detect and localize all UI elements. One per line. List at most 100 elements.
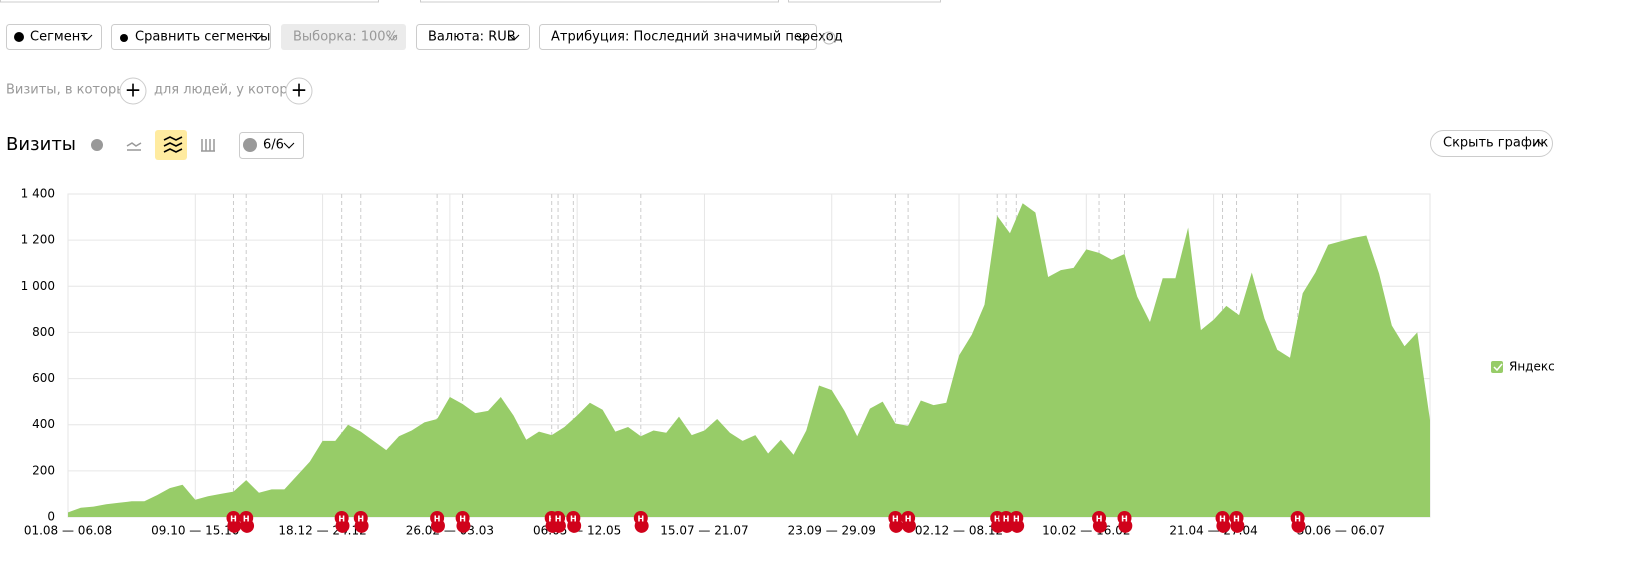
annotation-label: Н	[637, 515, 644, 524]
x-tick-label: 18.12 — 24.12	[278, 524, 366, 538]
annotation-marker	[1117, 511, 1132, 525]
bar-icon[interactable]	[201, 139, 215, 152]
line-icon[interactable]	[126, 142, 142, 151]
chevron	[81, 34, 93, 41]
button-frame	[416, 24, 530, 50]
y-tick-label: 1 000	[21, 279, 55, 293]
button-frame	[281, 24, 406, 50]
annotation-marker	[1092, 511, 1107, 525]
annotation-marker	[1215, 511, 1230, 525]
annotation-marker	[226, 511, 241, 525]
help-icon[interactable]	[822, 31, 836, 45]
notes-dropdown[interactable]: 6/6	[239, 132, 304, 159]
y-tick-label: 1 400	[21, 187, 55, 201]
annotation-marker	[1229, 511, 1244, 525]
annotation-label: Н	[459, 515, 466, 524]
chevron	[283, 142, 295, 149]
filter-label: для людей, у которых	[154, 83, 306, 98]
button-frame	[1430, 130, 1553, 157]
annotation-label: Н	[994, 515, 1001, 524]
x-tick-label: 15.07 — 21.07	[660, 524, 748, 538]
sample-button[interactable]: Выборка: 100%	[281, 24, 406, 50]
annotation-label: Н	[357, 515, 364, 524]
x-tick-label: 10.02 — 16.02	[1042, 524, 1130, 538]
filter-label: Визиты, в которых	[6, 83, 134, 98]
annotation-marker	[901, 511, 916, 525]
y-tick-label: 800	[32, 325, 55, 339]
button-label: Атрибуция: Последний значимый переход	[551, 30, 843, 45]
annotation-label: Н	[1096, 515, 1103, 524]
x-tick-label: 02.12 — 08.12	[915, 524, 1003, 538]
icon	[243, 138, 257, 152]
attribution-button[interactable]: Атрибуция: Последний значимый переход	[539, 24, 843, 50]
x-tick-label: 09.10 — 15.10	[151, 524, 239, 538]
hide-chart-button[interactable]: Скрыть график	[1430, 130, 1553, 157]
annotation-marker	[1009, 511, 1024, 525]
annotation-label: Н	[892, 515, 899, 524]
button-label: 6/6	[263, 138, 284, 153]
button-label: Валюта: RUB	[428, 30, 516, 45]
annotation-marker	[551, 511, 566, 525]
top-control[interactable]	[788, 0, 941, 3]
annotation-label: Н	[1294, 515, 1301, 524]
compare-button[interactable]: Сравнить сегменты	[111, 24, 271, 50]
annotation-marker	[239, 511, 254, 525]
y-tick-label: 600	[32, 371, 55, 385]
annotation-label: Н	[230, 515, 237, 524]
x-tick-label: 26.02 — 03.03	[406, 524, 494, 538]
legend-checkbox	[1491, 361, 1503, 373]
top-control[interactable]	[0, 0, 379, 3]
annotation-label: Н	[905, 515, 912, 524]
chevron	[508, 34, 520, 41]
annotation-marker	[633, 511, 648, 525]
y-tick-label: 0	[47, 510, 55, 524]
annotation-label: Н	[570, 515, 577, 524]
add-button[interactable]	[285, 77, 313, 105]
segment-button[interactable]: Сегмент	[6, 24, 102, 50]
area-icon	[163, 136, 183, 153]
legend-label: Яндекс	[1509, 360, 1555, 374]
add-text: +	[291, 78, 308, 102]
add-text: +	[125, 78, 142, 102]
button-frame	[6, 24, 102, 50]
x-tick-label: 01.08 — 06.08	[24, 524, 112, 538]
annotation-label: Н	[555, 515, 562, 524]
x-tick-label: 30.06 — 06.07	[1297, 524, 1385, 538]
annotation-marker	[1290, 511, 1305, 525]
chevron	[251, 34, 263, 41]
annotation-marker	[334, 511, 349, 525]
annotation-marker	[566, 511, 581, 525]
annotation-label: Н	[1219, 515, 1226, 524]
button-frame	[539, 24, 817, 50]
icon	[14, 32, 24, 42]
currency-button[interactable]: Валюта: RUB	[416, 24, 530, 50]
chevron	[386, 34, 398, 41]
chevron	[796, 34, 808, 41]
help-text: ?	[827, 34, 831, 43]
button-frame	[111, 24, 271, 50]
area-icon-active[interactable]	[155, 130, 187, 160]
button-label: Скрыть график	[1443, 136, 1548, 151]
x-tick-label: 23.09 — 29.09	[788, 524, 876, 538]
button-frame	[239, 132, 304, 159]
annotation-marker	[430, 511, 445, 525]
y-tick-label: 1 200	[21, 233, 55, 247]
annotation-label: Н	[434, 515, 441, 524]
pie-icon[interactable]	[91, 139, 103, 151]
annotation-marker	[455, 511, 470, 525]
annotation-label: Н	[338, 515, 345, 524]
button-label: Сегмент	[30, 30, 88, 45]
button-label: Выборка: 100%	[293, 30, 398, 45]
annotation-marker	[999, 511, 1014, 525]
y-tick-label: 200	[32, 463, 55, 477]
icon	[120, 34, 128, 42]
add-button[interactable]	[119, 77, 147, 105]
annotation-marker	[888, 511, 903, 525]
legend-check	[1493, 363, 1503, 372]
annotation-label: Н	[1121, 515, 1128, 524]
annotation-marker	[353, 511, 368, 525]
x-tick-label: 21.04 — 27.04	[1169, 524, 1257, 538]
button-label: Сравнить сегменты	[135, 30, 270, 45]
top-control[interactable]	[420, 0, 779, 3]
chevron	[1532, 140, 1544, 147]
